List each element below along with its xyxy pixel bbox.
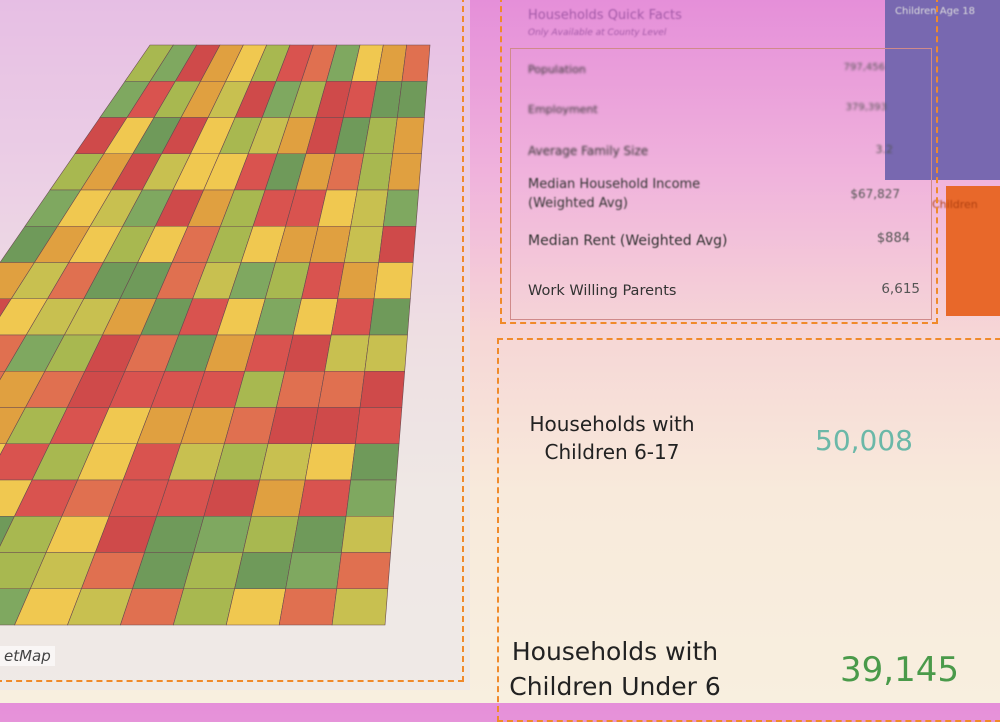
map-border [0,0,464,682]
purple-tile: Children Age 18 [885,0,1000,180]
fact-label: Average Family Size [528,144,649,158]
fact-label: Median Rent (Weighted Avg) [528,233,728,249]
kpi-value: 50,008 [815,424,913,457]
kpi-value: 39,145 [840,650,959,690]
quick-facts-subtitle: Only Available at County Level [528,28,667,38]
fact-value: 3.2 [875,143,894,156]
kpi-label: Households with Children Under 6 [509,637,721,701]
map-attribution: etMap [0,646,55,666]
fact-label: Population [528,63,586,76]
fact-label: Employment [528,103,598,116]
fact-value: 6,615 [881,281,920,297]
fact-value: 379,393 [845,102,887,113]
quick-facts-border [500,0,938,324]
fact-value: $67,827 [850,187,900,201]
tile-label: Children [932,198,978,211]
map [0,0,470,690]
map-regions [0,44,431,626]
fact-value: 797,456 [843,62,885,73]
quick-facts-table [510,48,932,320]
quick-facts-title: Households Quick Facts [528,8,682,23]
map-region [331,588,389,626]
orange-tile: Children [932,186,1000,316]
kpi-label: Households with Children 6-17 [529,412,695,464]
tile-label: Children Age 18 [895,6,976,17]
fact-label: Median Household Income (Weighted Avg) [528,177,701,211]
fact-value: $884 [876,231,910,246]
fact-label: Work Willing Parents [528,283,677,299]
